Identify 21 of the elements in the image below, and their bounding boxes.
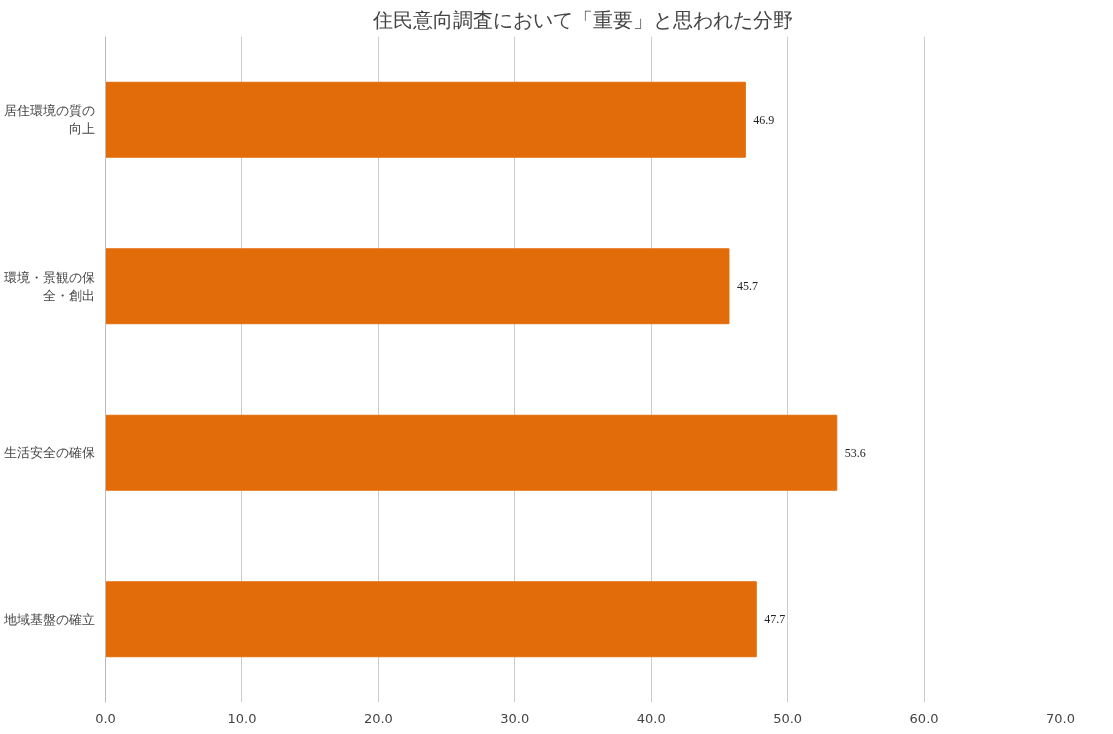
y-tick-label: 環境・景観の保全・創出 bbox=[3, 269, 95, 303]
y-tick-label: 居住環境の質の向上 bbox=[3, 103, 95, 137]
data-label: 47.7 bbox=[764, 612, 786, 627]
x-tick-label: 70.0 bbox=[1046, 710, 1075, 726]
x-tick-label: 30.0 bbox=[500, 710, 530, 726]
bar bbox=[105, 581, 757, 658]
y-tick-label: 生活安全の確保 bbox=[3, 445, 95, 461]
bar bbox=[105, 414, 838, 491]
data-label: 45.7 bbox=[736, 279, 758, 294]
bar bbox=[105, 81, 746, 158]
chart-title: 住民意向調査において「重要」と思われた分野 bbox=[372, 7, 793, 32]
x-tick-label: 10.0 bbox=[227, 710, 257, 726]
x-tick-label: 0.0 bbox=[95, 710, 116, 726]
x-tick-label: 60.0 bbox=[909, 710, 939, 726]
y-tick-label: 地域基盤の確立 bbox=[2, 611, 95, 627]
x-tick-label: 50.0 bbox=[773, 710, 803, 726]
bar bbox=[105, 248, 730, 325]
x-tick-label: 20.0 bbox=[363, 710, 393, 726]
data-label: 46.9 bbox=[753, 112, 775, 127]
x-tick-label: 40.0 bbox=[636, 710, 666, 726]
data-label: 53.6 bbox=[844, 445, 866, 460]
